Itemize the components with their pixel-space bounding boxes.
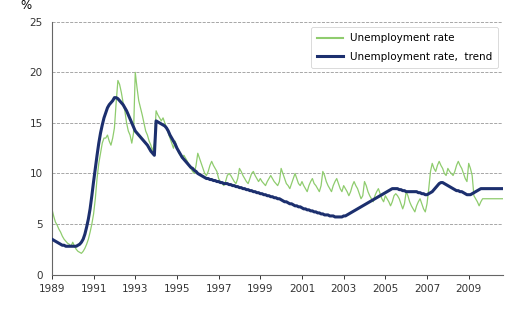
- Legend: Unemployment rate, Unemployment rate,  trend: Unemployment rate, Unemployment rate, tr…: [311, 27, 498, 68]
- Text: %: %: [20, 0, 32, 12]
